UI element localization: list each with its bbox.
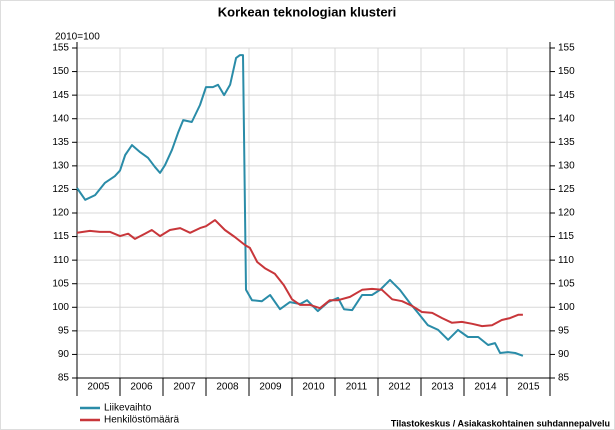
y2-tick-label: 145 xyxy=(558,90,575,101)
x-tick-label: 2006 xyxy=(130,382,153,393)
source: Tilastokeskus / Asiakaskohtainen suhdann… xyxy=(391,418,610,428)
y2-tick-label: 115 xyxy=(558,231,574,242)
y-tick-label: 150 xyxy=(52,66,69,77)
x-tick-label: 2014 xyxy=(474,382,497,393)
y2-tick-label: 100 xyxy=(558,302,575,313)
y-tick-label: 110 xyxy=(53,255,69,266)
y-tick-label: 125 xyxy=(52,184,69,195)
y2-tick-label: 120 xyxy=(558,208,575,219)
y2-tick-label: 110 xyxy=(558,255,574,266)
x-tick-label: 2005 xyxy=(87,382,110,393)
series-line xyxy=(76,54,524,357)
chart-title: Korkean teknologian klusteri xyxy=(218,4,396,19)
y2-tick-label: 150 xyxy=(558,66,575,77)
y2-tick-label: 130 xyxy=(558,160,575,171)
y2-tick-label: 135 xyxy=(558,137,575,148)
y2-tick-label: 90 xyxy=(558,349,570,360)
x-tick-label: 2007 xyxy=(173,382,196,393)
y-tick-label: 130 xyxy=(52,160,69,171)
x-tick-label: 2008 xyxy=(216,382,239,393)
series-line xyxy=(76,219,523,328)
y2-tick-label: 95 xyxy=(558,325,570,336)
x-tick-label: 2009 xyxy=(259,382,282,393)
y-tick-label: 95 xyxy=(58,325,70,336)
y-tick-label: 140 xyxy=(52,113,69,124)
y-tick-label: 100 xyxy=(52,302,69,313)
y2-tick-label: 125 xyxy=(558,184,575,195)
legend-label: Henkilöstömäärä xyxy=(104,415,179,426)
y-tick-label: 135 xyxy=(52,137,69,148)
y2-tick-label: 140 xyxy=(558,113,575,124)
y-tick-label: 105 xyxy=(52,278,69,289)
y-axis-label: 2010=100 xyxy=(55,32,100,43)
x-tick-label: 2015 xyxy=(517,382,540,393)
y2-tick-label: 155 xyxy=(558,43,575,54)
legend-label: Liikevaihto xyxy=(104,403,152,414)
x-tick-label: 2012 xyxy=(388,382,411,393)
y2-tick-label: 105 xyxy=(558,278,575,289)
x-tick-label: 2011 xyxy=(346,382,368,393)
y-tick-label: 155 xyxy=(52,43,69,54)
y-tick-label: 115 xyxy=(53,231,69,242)
y-tick-label: 120 xyxy=(52,208,69,219)
y-tick-label: 145 xyxy=(52,90,69,101)
x-tick-label: 2013 xyxy=(431,382,454,393)
x-tick-label: 2010 xyxy=(302,382,325,393)
y-tick-label: 85 xyxy=(58,373,70,384)
y-tick-label: 90 xyxy=(58,349,70,360)
y2-tick-label: 85 xyxy=(558,373,570,384)
